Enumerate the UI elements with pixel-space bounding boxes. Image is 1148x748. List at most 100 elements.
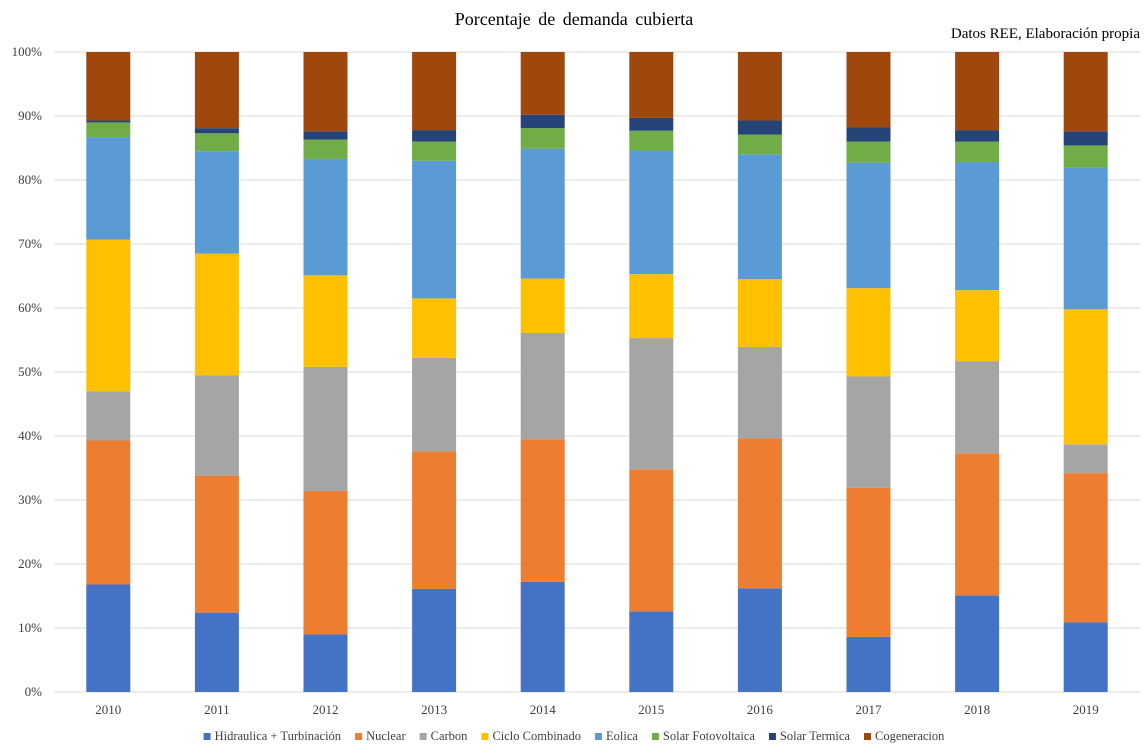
bar-segment-2016-3 bbox=[737, 279, 782, 348]
bar-segment-2016-7 bbox=[737, 52, 782, 121]
x-tick-label: 2013 bbox=[421, 702, 447, 717]
bar-segment-2017-7 bbox=[846, 52, 891, 128]
bar-segment-2011-2 bbox=[194, 375, 239, 476]
legend-label: Carbon bbox=[431, 729, 469, 743]
bar-segment-2014-7 bbox=[520, 52, 565, 115]
bar-segment-2013-7 bbox=[412, 52, 457, 131]
bar-segment-2014-3 bbox=[520, 278, 565, 333]
bar-segment-2017-3 bbox=[846, 288, 891, 377]
x-tick-label: 2017 bbox=[856, 702, 883, 717]
legend-label: Eolica bbox=[606, 729, 638, 743]
bar-segment-2017-0 bbox=[846, 636, 891, 692]
legend-swatch bbox=[481, 733, 489, 740]
x-tick-label: 2016 bbox=[747, 702, 774, 717]
bar-segment-2018-6 bbox=[955, 130, 1000, 142]
stacked-bars bbox=[86, 52, 1108, 692]
legend-swatch bbox=[203, 733, 211, 740]
x-tick-label: 2015 bbox=[638, 702, 664, 717]
bar-segment-2014-1 bbox=[520, 439, 565, 582]
bar-segment-2015-3 bbox=[629, 274, 674, 339]
bar-segment-2014-5 bbox=[520, 128, 565, 149]
legend-item: Solar Fotovoltaica bbox=[651, 729, 755, 743]
bar-segment-2017-1 bbox=[846, 487, 891, 637]
bar-segment-2019-6 bbox=[1063, 131, 1108, 146]
bar-segment-2012-6 bbox=[303, 131, 348, 140]
bar-segment-2013-4 bbox=[412, 160, 457, 299]
legend: Hidraulica + Turbinación Nuclear Carbon Cic… bbox=[203, 729, 945, 743]
bar-segment-2011-5 bbox=[194, 133, 239, 152]
x-axis-tick-labels: 2010 2011 2012 2013 2014 2015 2016 2017 2018 2019 bbox=[95, 702, 1098, 717]
legend-swatch bbox=[651, 733, 659, 740]
legend-label: Solar Fotovoltaica bbox=[663, 729, 755, 743]
bar-segment-2015-6 bbox=[629, 117, 674, 131]
legend-item: Solar Termica bbox=[768, 729, 851, 743]
y-tick-label: 90% bbox=[18, 108, 42, 123]
bar-segment-2014-0 bbox=[520, 581, 565, 692]
y-axis-tick-labels: 0% 10% 20% 30% 40% 50% 60% 70% 80% 90% 100% bbox=[12, 44, 43, 699]
y-tick-label: 70% bbox=[18, 236, 42, 251]
bar-segment-2014-2 bbox=[520, 332, 565, 440]
bar-segment-2019-3 bbox=[1063, 309, 1108, 445]
bar-segment-2015-4 bbox=[629, 150, 674, 275]
bar-segment-2019-0 bbox=[1063, 622, 1108, 692]
x-tick-label: 2019 bbox=[1073, 702, 1099, 717]
bar-segment-2014-6 bbox=[520, 114, 565, 129]
bar-segment-2015-0 bbox=[629, 611, 674, 692]
bar-segment-2011-1 bbox=[194, 475, 239, 613]
bar-segment-2011-3 bbox=[194, 253, 239, 376]
bar-segment-2019-1 bbox=[1063, 473, 1108, 623]
bar-segment-2017-6 bbox=[846, 127, 891, 142]
bar-segment-2016-6 bbox=[737, 120, 782, 135]
chart-title: Porcentaje de demanda cubierta bbox=[454, 9, 694, 29]
bar-segment-2012-3 bbox=[303, 275, 348, 367]
bar-segment-2012-7 bbox=[303, 52, 348, 132]
bar-segment-2018-1 bbox=[955, 453, 1000, 596]
bar-segment-2011-0 bbox=[194, 612, 239, 692]
legend-label: Solar Termica bbox=[780, 729, 851, 743]
y-tick-label: 20% bbox=[18, 556, 42, 571]
y-tick-label: 40% bbox=[18, 428, 42, 443]
legend-label: Cogeneracion bbox=[875, 729, 945, 743]
x-tick-label: 2011 bbox=[204, 702, 230, 717]
y-tick-label: 60% bbox=[18, 300, 42, 315]
legend-item: Cogeneracion bbox=[863, 729, 945, 743]
bar-segment-2015-7 bbox=[629, 52, 674, 118]
bar-segment-2011-6 bbox=[194, 128, 239, 134]
legend-label: Ciclo Combinado bbox=[492, 729, 581, 743]
x-tick-label: 2014 bbox=[530, 702, 557, 717]
bar-segment-2018-2 bbox=[955, 361, 1000, 454]
bar-segment-2010-2 bbox=[86, 391, 131, 441]
x-tick-label: 2018 bbox=[964, 702, 990, 717]
bar-segment-2011-7 bbox=[194, 52, 239, 129]
bar-segment-2018-7 bbox=[955, 52, 1000, 131]
bar-segment-2013-1 bbox=[412, 451, 457, 589]
legend-item: Hidraulica + Turbinación bbox=[203, 729, 342, 743]
bar-segment-2018-3 bbox=[955, 290, 1000, 362]
bar-segment-2015-1 bbox=[629, 469, 674, 612]
bar-segment-2016-2 bbox=[737, 347, 782, 439]
bar-segment-2013-5 bbox=[412, 141, 457, 161]
bar-segment-2019-7 bbox=[1063, 52, 1108, 132]
bar-segment-2016-1 bbox=[737, 438, 782, 589]
legend-item: Nuclear bbox=[355, 729, 406, 743]
bar-segment-2012-0 bbox=[303, 634, 348, 692]
y-tick-label: 100% bbox=[12, 44, 43, 59]
bar-segment-2018-4 bbox=[955, 162, 1000, 291]
y-tick-label: 30% bbox=[18, 492, 42, 507]
bar-segment-2012-4 bbox=[303, 158, 348, 276]
bar-segment-2017-4 bbox=[846, 162, 891, 289]
chart-subtitle: Datos REE, Elaboración propia bbox=[950, 26, 1140, 42]
y-tick-label: 10% bbox=[18, 620, 42, 635]
legend-swatch bbox=[355, 733, 363, 740]
bar-segment-2010-4 bbox=[86, 137, 131, 240]
x-tick-label: 2010 bbox=[95, 702, 121, 717]
legend-swatch bbox=[419, 733, 427, 740]
x-tick-label: 2012 bbox=[313, 702, 339, 717]
bar-segment-2017-5 bbox=[846, 141, 891, 163]
bar-segment-2013-6 bbox=[412, 130, 457, 142]
bar-segment-2010-6 bbox=[86, 120, 131, 123]
bar-segment-2018-5 bbox=[955, 141, 1000, 163]
y-tick-label: 50% bbox=[18, 364, 42, 379]
legend-swatch bbox=[594, 733, 602, 740]
